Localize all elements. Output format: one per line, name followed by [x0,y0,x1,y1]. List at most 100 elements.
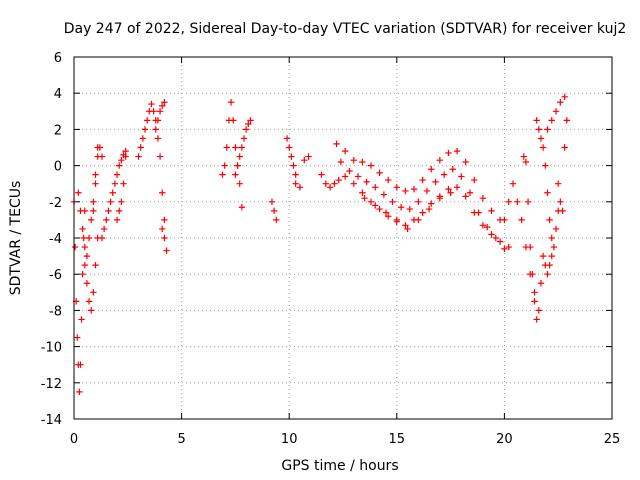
data-point [341,173,349,180]
data-point [245,120,252,128]
series-arc-i [159,225,170,254]
data-point [90,207,97,215]
data-point [161,216,168,224]
data-point [346,167,353,175]
data-point [359,158,366,166]
data-point [290,162,297,169]
series-arc-k [232,117,254,178]
y-tick-label: -6 [49,268,62,283]
y-tick-label: -14 [41,413,62,428]
y-tick-labels: -14 -12 -10 -8 -6 -4 -2 0 2 4 6 [41,51,62,428]
data-point [80,234,87,242]
series-arc-p [501,180,538,296]
data-point [238,204,246,211]
data-point [544,126,551,133]
data-point [419,176,426,184]
data-point [561,144,568,151]
data-point [238,144,246,151]
data-point [154,135,162,142]
data-point [466,189,474,196]
data-point [552,108,560,115]
data-point [331,180,338,187]
data-point [436,194,444,202]
data-point [105,207,112,215]
data-point [432,178,439,186]
x-tick-label: 5 [177,432,185,447]
series-band-d [361,189,454,233]
data-point [505,198,512,205]
data-point [483,223,491,231]
data-point [350,180,357,187]
data-point [557,99,564,106]
data-point [555,180,562,187]
data-point [103,216,110,224]
series-arc-a [70,198,88,396]
data-point [232,144,239,151]
data-point [440,171,448,178]
y-tick-label: 6 [54,51,62,66]
data-point [548,234,555,242]
data-point [367,198,375,205]
series-arc-g [135,100,168,224]
data-point [318,171,325,178]
data-point [219,171,226,178]
data-point [161,99,168,106]
data-point [419,209,426,216]
series-arc-m [283,135,299,178]
data-point [107,198,114,205]
data-point [350,156,357,164]
series-band-a [333,140,504,224]
series-arc-o [318,171,342,191]
data-point [335,176,342,184]
series-arc-t [544,93,568,133]
data-point [113,216,121,224]
data-point [156,108,164,115]
data-points [70,93,571,396]
series-arc-l [268,198,280,224]
data-point [75,189,82,196]
data-point [115,207,123,215]
data-point [492,234,499,242]
data-point [137,144,144,151]
series-arc-q [520,153,545,323]
data-point [90,289,97,296]
data-point [415,216,422,224]
data-point [223,144,230,151]
data-point [109,189,116,196]
series-arc-b [75,144,101,260]
series-arc-d [90,144,106,215]
data-point [81,243,88,251]
data-point [77,207,84,215]
data-point [563,117,571,124]
data-point [273,216,280,224]
data-point [152,126,159,133]
data-point [305,153,312,160]
data-point [367,162,375,169]
data-point [98,153,106,160]
y-axis-label: SDTVAR / TECUs [8,181,24,296]
y-tick-label: 2 [54,123,62,138]
data-point [376,205,383,213]
data-point [548,252,555,260]
data-point [496,238,504,245]
data-point [479,222,487,229]
data-point [529,271,536,278]
data-point [301,156,308,164]
data-point [85,234,93,242]
data-point [557,198,564,205]
y-tick-label: -8 [49,304,62,319]
data-point [83,280,91,287]
data-point [415,198,422,205]
series-arc-j [219,99,246,211]
data-point [227,99,235,106]
data-point [234,162,241,169]
series-band-b [337,158,508,253]
data-point [522,158,530,166]
data-point [406,205,413,213]
data-point [292,171,299,178]
data-point [552,225,560,233]
data-point [78,316,85,323]
y-tick-label: 0 [54,160,62,175]
series-band-c [341,173,512,251]
data-point [154,117,162,124]
